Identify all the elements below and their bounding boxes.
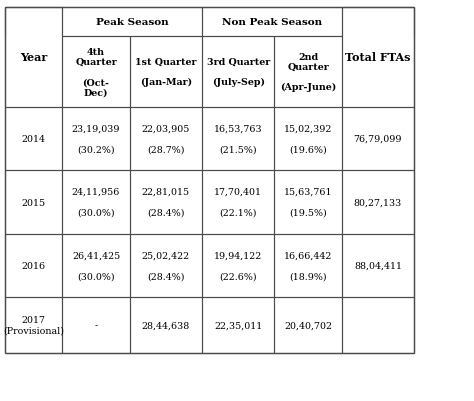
Bar: [5, 171, 63, 234]
Bar: [5, 8, 63, 107]
Text: 24,11,956

(30.0%): 24,11,956 (30.0%): [72, 188, 120, 217]
Text: 22,81,015

(28.4%): 22,81,015 (28.4%): [142, 188, 190, 217]
Bar: [274, 298, 342, 353]
Bar: [130, 37, 202, 107]
Bar: [63, 37, 130, 107]
Text: 15,63,761

(19.5%): 15,63,761 (19.5%): [284, 188, 332, 217]
Text: 76,79,099: 76,79,099: [354, 135, 402, 144]
Text: 22,03,905

(28.7%): 22,03,905 (28.7%): [142, 124, 190, 154]
Bar: [5, 234, 63, 298]
Bar: [274, 234, 342, 298]
Text: 19,94,122

(22.6%): 19,94,122 (22.6%): [214, 251, 263, 281]
Text: 25,02,422

(28.4%): 25,02,422 (28.4%): [142, 251, 190, 281]
Bar: [202, 8, 342, 37]
Bar: [130, 298, 202, 353]
Bar: [342, 171, 414, 234]
Bar: [5, 298, 63, 353]
Bar: [5, 8, 414, 353]
Text: 26,41,425

(30.0%): 26,41,425 (30.0%): [72, 251, 120, 281]
Text: 22,35,011: 22,35,011: [214, 321, 263, 330]
Text: 2017
(Provisional): 2017 (Provisional): [3, 316, 64, 335]
Bar: [342, 8, 414, 107]
Bar: [202, 37, 274, 107]
Text: 28,44,638: 28,44,638: [142, 321, 190, 330]
Bar: [342, 298, 414, 353]
Bar: [342, 234, 414, 298]
Text: 16,53,763

(21.5%): 16,53,763 (21.5%): [214, 124, 263, 154]
Text: 1st Quarter

(Jan-Mar): 1st Quarter (Jan-Mar): [135, 58, 197, 87]
Bar: [63, 234, 130, 298]
Text: 2nd
Quarter

(Apr-June): 2nd Quarter (Apr-June): [280, 53, 336, 92]
Text: 23,19,039

(30.2%): 23,19,039 (30.2%): [72, 124, 120, 154]
Bar: [274, 37, 342, 107]
Text: 20,40,702: 20,40,702: [284, 321, 332, 330]
Text: 2016: 2016: [22, 261, 46, 270]
Bar: [274, 171, 342, 234]
Text: Peak Season: Peak Season: [96, 18, 169, 27]
Bar: [202, 298, 274, 353]
Text: 15,02,392

(19.6%): 15,02,392 (19.6%): [284, 124, 332, 154]
Text: -: -: [94, 321, 98, 330]
Bar: [130, 171, 202, 234]
Bar: [342, 107, 414, 171]
Text: Total FTAs: Total FTAs: [345, 52, 410, 63]
Text: Non Peak Season: Non Peak Season: [222, 18, 322, 27]
Bar: [130, 107, 202, 171]
Text: 88,04,411: 88,04,411: [354, 261, 402, 270]
Text: 4th
Quarter

(Oct-
Dec): 4th Quarter (Oct- Dec): [75, 48, 117, 97]
Bar: [202, 234, 274, 298]
Text: 80,27,133: 80,27,133: [354, 198, 402, 207]
Bar: [5, 107, 63, 171]
Text: 17,70,401

(22.1%): 17,70,401 (22.1%): [214, 188, 262, 217]
Bar: [274, 107, 342, 171]
Text: 3rd Quarter

(July-Sep): 3rd Quarter (July-Sep): [207, 58, 270, 87]
Text: 16,66,442

(18.9%): 16,66,442 (18.9%): [284, 251, 332, 281]
Bar: [202, 107, 274, 171]
Text: Year: Year: [20, 52, 47, 63]
Bar: [130, 234, 202, 298]
Text: 2014: 2014: [22, 135, 46, 144]
Bar: [63, 298, 130, 353]
Text: 2015: 2015: [22, 198, 46, 207]
Bar: [63, 8, 202, 37]
Bar: [63, 107, 130, 171]
Bar: [202, 171, 274, 234]
Bar: [63, 171, 130, 234]
